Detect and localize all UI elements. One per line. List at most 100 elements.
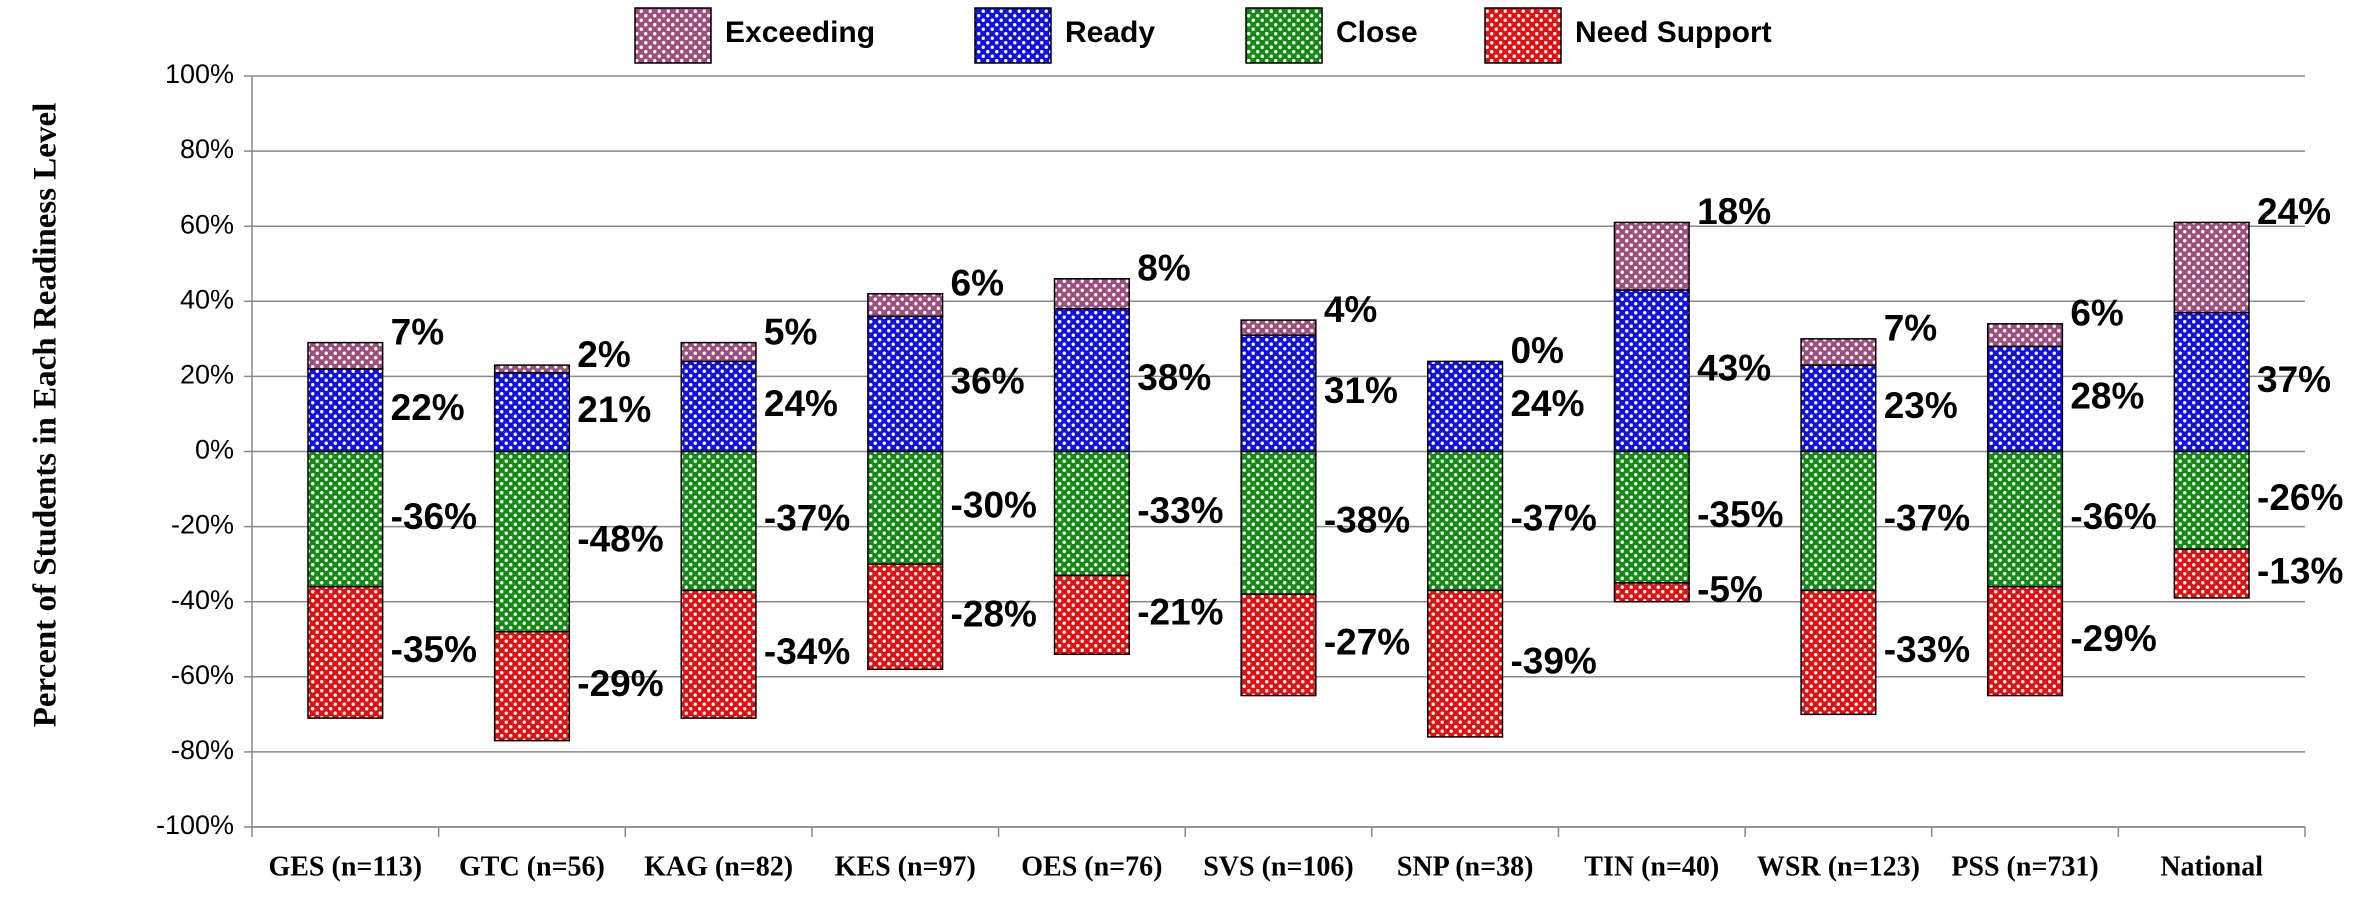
value-label: -26% bbox=[2257, 477, 2343, 518]
y-tick-label: -60% bbox=[171, 660, 234, 690]
value-label: -33% bbox=[1137, 490, 1223, 531]
bar-segment bbox=[1800, 589, 1877, 716]
value-label: 8% bbox=[1137, 248, 1190, 289]
value-label: -13% bbox=[2257, 550, 2343, 591]
legend-label: Need Support bbox=[1575, 16, 1772, 49]
value-label: -35% bbox=[391, 629, 477, 670]
x-tick-label: KES (n=97) bbox=[835, 851, 976, 882]
bar-segment bbox=[680, 450, 757, 592]
y-tick-label: 40% bbox=[180, 284, 234, 314]
value-label: 22% bbox=[391, 387, 465, 428]
bar-segment bbox=[493, 630, 571, 742]
value-label: -35% bbox=[1697, 494, 1783, 535]
y-tick-label: 100% bbox=[165, 59, 234, 89]
value-label: -37% bbox=[1884, 498, 1970, 539]
legend-label: Exceeding bbox=[725, 16, 875, 49]
x-tick-label: SNP (n=38) bbox=[1397, 851, 1534, 882]
y-tick-label: 0% bbox=[195, 435, 234, 465]
value-label: 23% bbox=[1884, 385, 1958, 426]
bar-segment bbox=[1613, 582, 1690, 603]
bar-segment bbox=[1986, 585, 2064, 697]
bar-segment bbox=[1613, 221, 1690, 291]
y-tick-label: 20% bbox=[180, 360, 234, 390]
bar-segment bbox=[1053, 308, 1130, 453]
value-label: -29% bbox=[2070, 618, 2156, 659]
bar-segment bbox=[493, 364, 571, 374]
y-tick-label: 60% bbox=[180, 209, 234, 239]
bar-segment bbox=[307, 341, 384, 370]
value-label: 2% bbox=[577, 334, 630, 375]
value-label: -39% bbox=[1510, 640, 1596, 681]
bar-segment bbox=[307, 368, 384, 453]
value-label: 38% bbox=[1137, 357, 1211, 398]
y-tick-label: -20% bbox=[171, 510, 234, 540]
bar-segment bbox=[1800, 450, 1877, 592]
value-label: -33% bbox=[1884, 629, 1970, 670]
x-tick-label: KAG (n=82) bbox=[644, 851, 793, 882]
bar-segment bbox=[1613, 289, 1690, 453]
bar-segment bbox=[1613, 450, 1690, 584]
legend-label: Ready bbox=[1065, 16, 1155, 49]
value-label: 18% bbox=[1697, 191, 1771, 232]
value-label: 0% bbox=[1510, 330, 1563, 371]
x-tick-label: GES (n=113) bbox=[268, 851, 422, 882]
legend-swatch bbox=[1245, 7, 1323, 64]
bar-segment bbox=[1427, 589, 1504, 738]
value-label: -28% bbox=[951, 594, 1037, 635]
y-tick-label: 80% bbox=[180, 134, 234, 164]
x-tick-label: OES (n=76) bbox=[1021, 851, 1162, 882]
bar-segment bbox=[1240, 334, 1317, 453]
bar-segment bbox=[867, 315, 944, 453]
y-tick-label: -40% bbox=[171, 585, 234, 615]
bar-segment bbox=[1427, 450, 1504, 592]
bar-segment bbox=[2173, 548, 2250, 599]
value-label: -29% bbox=[577, 663, 663, 704]
value-label: -36% bbox=[2070, 496, 2156, 537]
bar-segment bbox=[1800, 338, 1877, 366]
value-label: -48% bbox=[577, 518, 663, 559]
value-label: -27% bbox=[1324, 622, 1410, 663]
value-label: 4% bbox=[1324, 289, 1377, 330]
x-tick-label: National bbox=[2160, 851, 2263, 882]
value-label: -37% bbox=[764, 498, 850, 539]
value-label: 7% bbox=[1884, 308, 1937, 349]
bar-segment bbox=[1800, 364, 1877, 453]
bar-segment bbox=[1053, 450, 1130, 577]
legend-swatch bbox=[634, 7, 712, 64]
value-label: 24% bbox=[2257, 191, 2331, 232]
value-label: -36% bbox=[391, 496, 477, 537]
value-label: -37% bbox=[1510, 498, 1596, 539]
bar-segment bbox=[2173, 221, 2250, 314]
value-label: 24% bbox=[764, 383, 838, 424]
bar-segment bbox=[680, 341, 757, 363]
bar-segment bbox=[493, 450, 571, 633]
bar-segment bbox=[1427, 360, 1504, 453]
value-label: -21% bbox=[1137, 592, 1223, 633]
y-axis-label: Percent of Students in Each Readiness Le… bbox=[28, 103, 64, 728]
bar-segment bbox=[2173, 311, 2250, 453]
bar-segment bbox=[867, 450, 944, 565]
bar-segment bbox=[1240, 450, 1317, 595]
x-tick-label: WSR (n=123) bbox=[1757, 851, 1920, 882]
bar-segment bbox=[867, 563, 944, 671]
bar-segment bbox=[1240, 319, 1317, 336]
value-label: 28% bbox=[2070, 376, 2144, 417]
value-label: -5% bbox=[1697, 569, 1763, 610]
value-label: 37% bbox=[2257, 359, 2331, 400]
bar-segment bbox=[1053, 278, 1130, 310]
y-tick-label: -100% bbox=[156, 810, 234, 840]
x-tick-label: PSS (n=731) bbox=[1951, 851, 2098, 882]
x-tick-label: GTC (n=56) bbox=[459, 851, 605, 882]
bar-segment bbox=[1240, 593, 1317, 697]
value-label: 43% bbox=[1697, 348, 1771, 389]
bar-segment bbox=[1053, 574, 1130, 656]
value-label: 24% bbox=[1510, 383, 1584, 424]
bar-segment bbox=[1986, 323, 2064, 348]
value-label: 7% bbox=[391, 311, 444, 352]
x-tick-label: SVS (n=106) bbox=[1203, 851, 1354, 882]
bar-segment bbox=[493, 371, 571, 453]
bar-segment bbox=[680, 589, 757, 719]
value-label: 5% bbox=[764, 311, 817, 352]
value-label: 31% bbox=[1324, 370, 1398, 411]
